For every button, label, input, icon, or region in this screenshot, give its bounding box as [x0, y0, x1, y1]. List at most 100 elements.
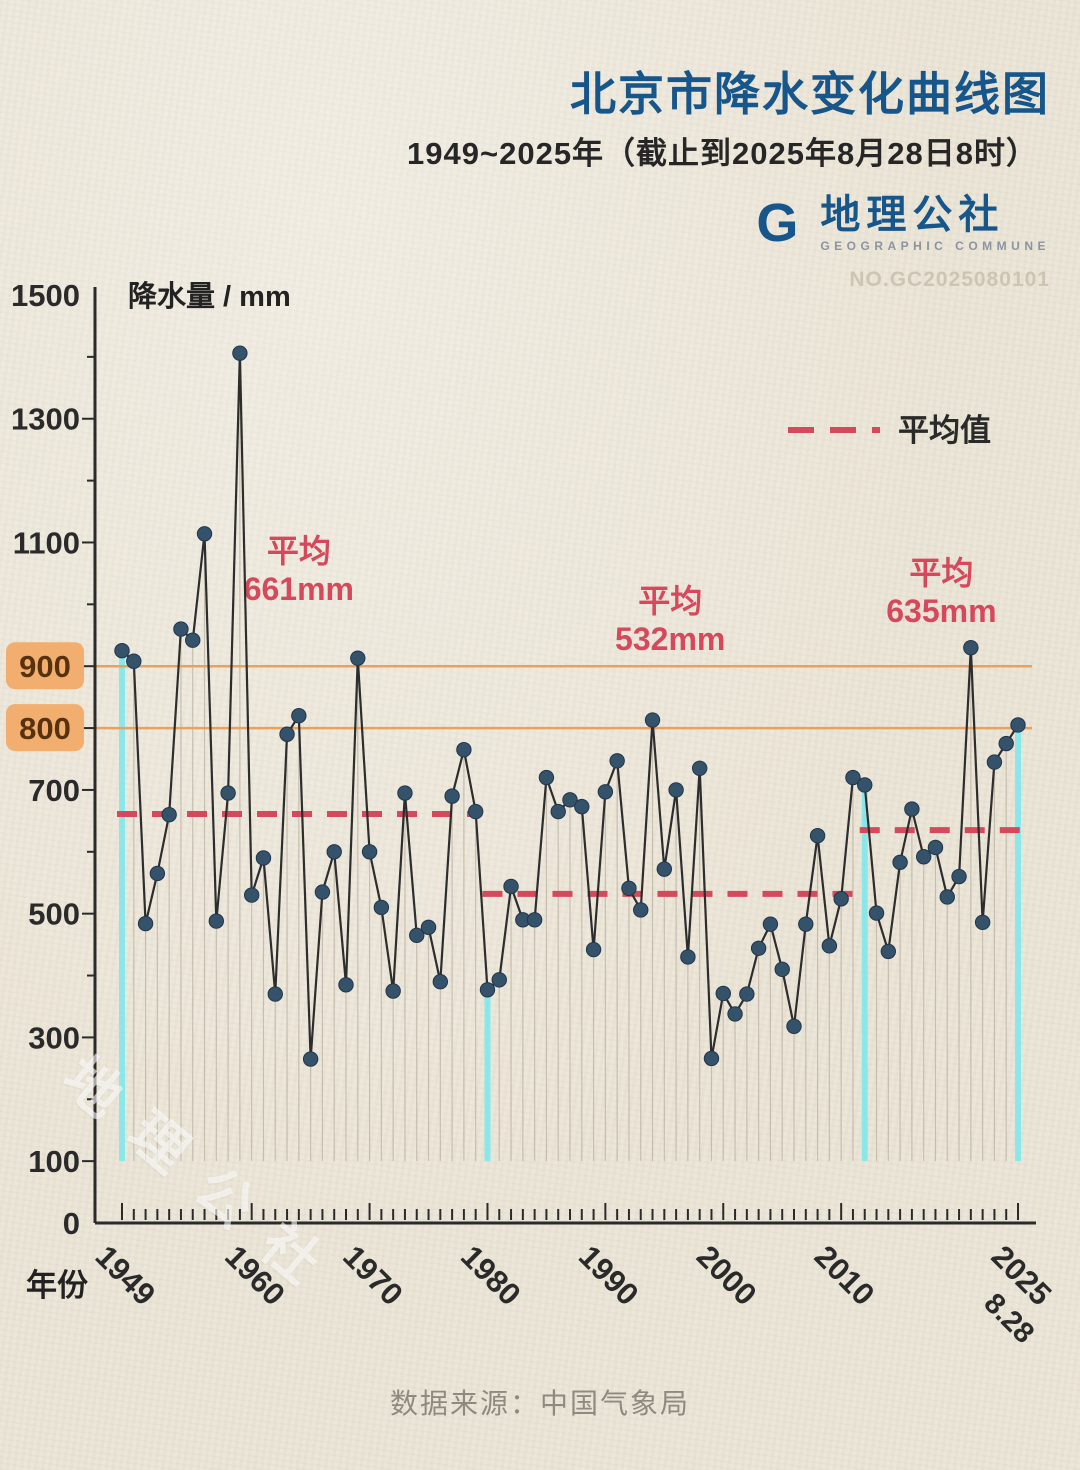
svg-text:500: 500	[28, 897, 80, 932]
data-point	[927, 839, 944, 856]
svg-text:平均: 平均	[267, 533, 331, 569]
data-point	[621, 880, 637, 897]
data-point	[668, 782, 684, 798]
legend-label: 平均值	[898, 413, 991, 448]
data-point	[562, 792, 578, 808]
data-point	[597, 784, 614, 800]
data-point	[456, 742, 472, 758]
data-point	[1010, 717, 1026, 733]
data-point	[479, 982, 496, 998]
data-point	[220, 785, 236, 801]
data-point	[503, 878, 519, 895]
data-point	[373, 899, 390, 916]
logo-text: 地理公社 GEOGRAPHIC COMMUNE	[820, 193, 1050, 253]
data-point	[409, 927, 425, 944]
data-point	[208, 913, 225, 929]
x-tick-label: 2000	[690, 1239, 764, 1313]
data-point	[432, 974, 449, 990]
data-point	[491, 972, 507, 988]
svg-text:532mm: 532mm	[615, 621, 725, 657]
data-point	[350, 650, 366, 666]
x-tick-label: 2010	[808, 1239, 882, 1313]
data-point	[267, 986, 283, 1002]
data-point	[809, 828, 826, 844]
page-title: 北京市降水变化曲线图	[570, 68, 1050, 120]
data-point	[762, 916, 779, 932]
page-subtitle: 1949~2025年（截止到2025年8月28日8时）	[407, 136, 1038, 171]
data-point	[585, 941, 602, 958]
svg-text:平均: 平均	[909, 555, 973, 591]
svg-text:700: 700	[28, 773, 80, 808]
logo-g-icon: G	[756, 193, 799, 253]
average-lines	[117, 811, 1023, 897]
svg-text:900: 900	[19, 649, 71, 684]
svg-text:平均: 平均	[638, 583, 702, 619]
svg-text:100: 100	[28, 1144, 80, 1179]
data-point	[691, 760, 708, 776]
x-tick-label: 1990	[572, 1239, 646, 1313]
data-series	[114, 345, 1026, 1067]
data-point	[774, 961, 790, 978]
svg-text:300: 300	[28, 1020, 80, 1055]
data-point	[904, 801, 920, 817]
data-point	[444, 788, 460, 804]
logo-name: 地理公社	[820, 193, 1005, 237]
svg-text:635mm: 635mm	[886, 593, 996, 629]
x-tick-label: 1980	[454, 1239, 528, 1313]
serial-number: NO.GC2025080101	[849, 268, 1050, 291]
data-point	[656, 861, 673, 877]
data-point	[173, 621, 189, 637]
data-point	[750, 940, 767, 957]
data-point	[633, 902, 649, 918]
data-point	[703, 1050, 720, 1067]
data-point	[857, 777, 873, 793]
data-point	[526, 912, 543, 928]
data-point	[845, 769, 861, 786]
data-point	[644, 712, 661, 728]
y-tick-highlight	[6, 642, 84, 690]
svg-text:0: 0	[63, 1206, 80, 1241]
data-point	[574, 798, 590, 815]
logo-subname: GEOGRAPHIC COMMUNE	[820, 239, 1050, 253]
data-point	[727, 1006, 743, 1022]
data-point	[739, 986, 755, 1002]
data-point	[951, 868, 967, 885]
svg-text:1100: 1100	[13, 525, 80, 560]
svg-text:1990: 1990	[572, 1239, 646, 1313]
data-point	[243, 887, 260, 903]
logo: G 地理公社 GEOGRAPHIC COMMUNE	[748, 193, 1050, 253]
svg-text:2000: 2000	[690, 1239, 764, 1313]
data-point	[892, 854, 908, 871]
svg-text:1300: 1300	[11, 402, 80, 437]
data-point	[314, 884, 331, 900]
data-point	[963, 639, 979, 656]
data-point	[232, 345, 248, 361]
data-point	[538, 769, 555, 786]
svg-text:661mm: 661mm	[244, 571, 354, 607]
data-point	[114, 643, 130, 659]
data-source: 数据来源：中国气象局	[389, 1388, 690, 1419]
data-point	[385, 983, 401, 999]
data-point	[420, 919, 437, 935]
data-point	[149, 865, 166, 882]
data-point	[939, 889, 955, 905]
data-point	[715, 985, 731, 1002]
data-point	[255, 850, 272, 866]
data-point	[302, 1051, 319, 1067]
data-point	[397, 785, 413, 801]
data-point	[798, 916, 814, 932]
x-tick-label: 1949	[89, 1239, 163, 1313]
data-point	[161, 806, 177, 823]
data-point	[185, 632, 201, 648]
data-point	[137, 915, 154, 932]
axes	[93, 287, 1036, 1225]
x-axis-label: 年份	[26, 1268, 88, 1303]
svg-text:1500: 1500	[11, 278, 80, 313]
highlight-columns	[119, 650, 1021, 1162]
data-point	[279, 726, 295, 742]
data-point	[550, 803, 566, 820]
data-point	[833, 891, 849, 907]
